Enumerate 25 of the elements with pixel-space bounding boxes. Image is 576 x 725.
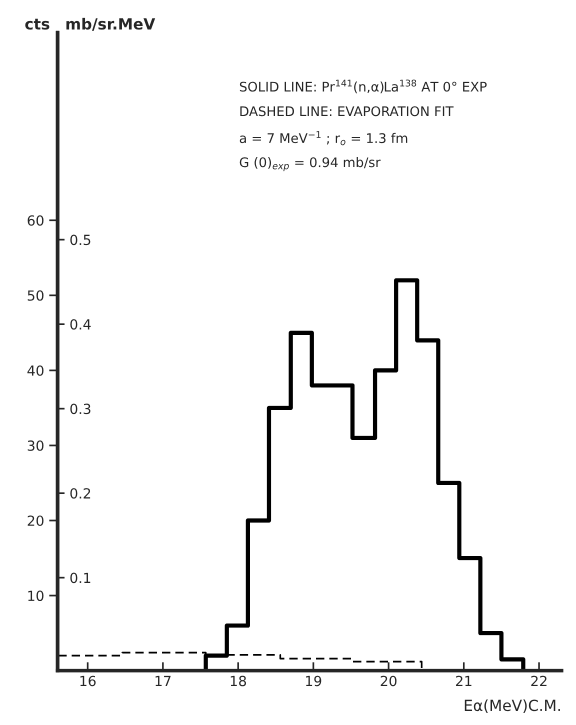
y-tick-label: 30	[28, 440, 44, 451]
y-tick-label: 20	[28, 515, 44, 526]
x-tick-label: 21	[456, 676, 472, 686]
y2-axis-title: mb/sr.MeV	[66, 18, 156, 31]
y2-tick-label: 0.1	[70, 572, 90, 584]
y2-tick-label: 0.3	[70, 404, 90, 414]
y-tick-label: 10	[28, 590, 44, 602]
x-tick-label: 16	[80, 676, 96, 686]
x-tick-label: 17	[156, 676, 171, 686]
y2-tick-label: 0.5	[70, 234, 90, 246]
y-tick-label: 40	[27, 365, 44, 376]
x-tick-label: 22	[531, 676, 546, 686]
x-axis-title: Eα(MeV)C.M.	[464, 699, 560, 713]
y-axis-title: cts	[25, 18, 50, 30]
annotation: a = 7 MeV$^{−1}$ ; r$_{o}$ = 1.3 fm	[240, 131, 408, 146]
annotation: DASHED LINE: EVAPORATION FIT	[240, 106, 454, 116]
annotation: G (0)$_{exp}$ = 0.94 mb/sr	[240, 157, 381, 172]
x-tick-label: 20	[380, 676, 396, 686]
annotation: SOLID LINE: Pr$^{141}$(n,α)La$^{138}$ AT 0° EXP	[240, 80, 487, 94]
y2-tick-label: 0.4	[70, 319, 91, 330]
x-tick-label: 19	[306, 676, 322, 686]
y-tick-label: 60	[28, 215, 44, 226]
y-tick-label: 50	[28, 290, 44, 301]
y2-tick-label: 0.2	[70, 488, 90, 499]
x-tick-label: 18	[230, 676, 246, 686]
